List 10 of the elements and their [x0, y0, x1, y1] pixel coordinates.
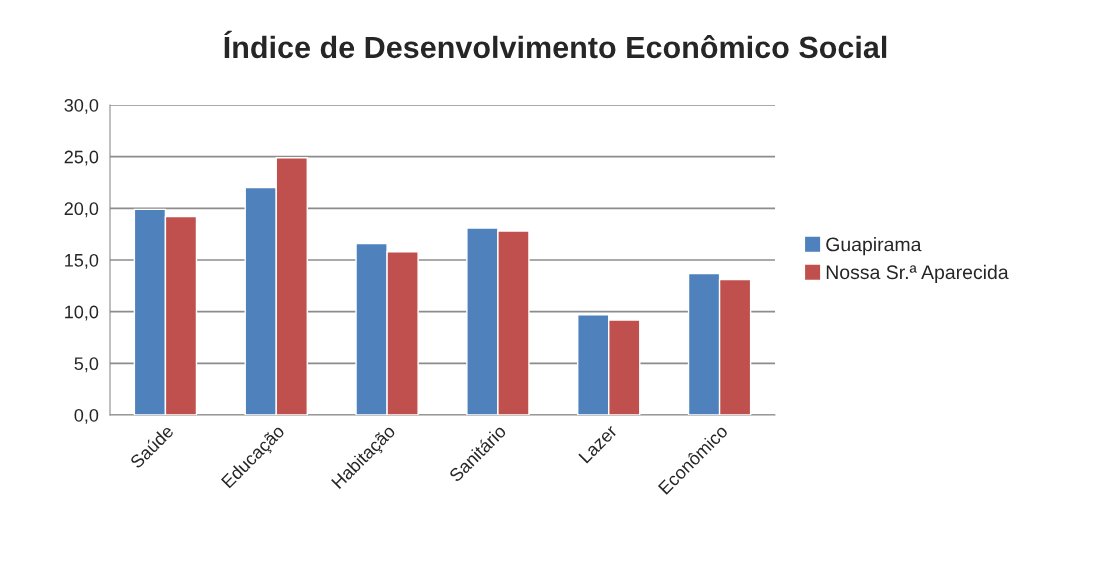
- legend-label: Nossa Sr.ª Aparecida: [826, 264, 1009, 283]
- y-tick-label: 30,0: [64, 98, 99, 114]
- y-tick-label: 15,0: [65, 253, 99, 269]
- y-tick-label: 25,0: [64, 150, 99, 166]
- y-tick-label: 5,0: [74, 357, 99, 373]
- chart-title: Índice de Desenvolvimento Econômico Social: [224, 30, 887, 59]
- y-tick-label: 20,0: [64, 202, 99, 218]
- legend-label: Guapirama: [826, 237, 922, 256]
- y-tick-label: 0,0: [74, 408, 99, 424]
- y-tick-label: 10,0: [65, 305, 99, 321]
